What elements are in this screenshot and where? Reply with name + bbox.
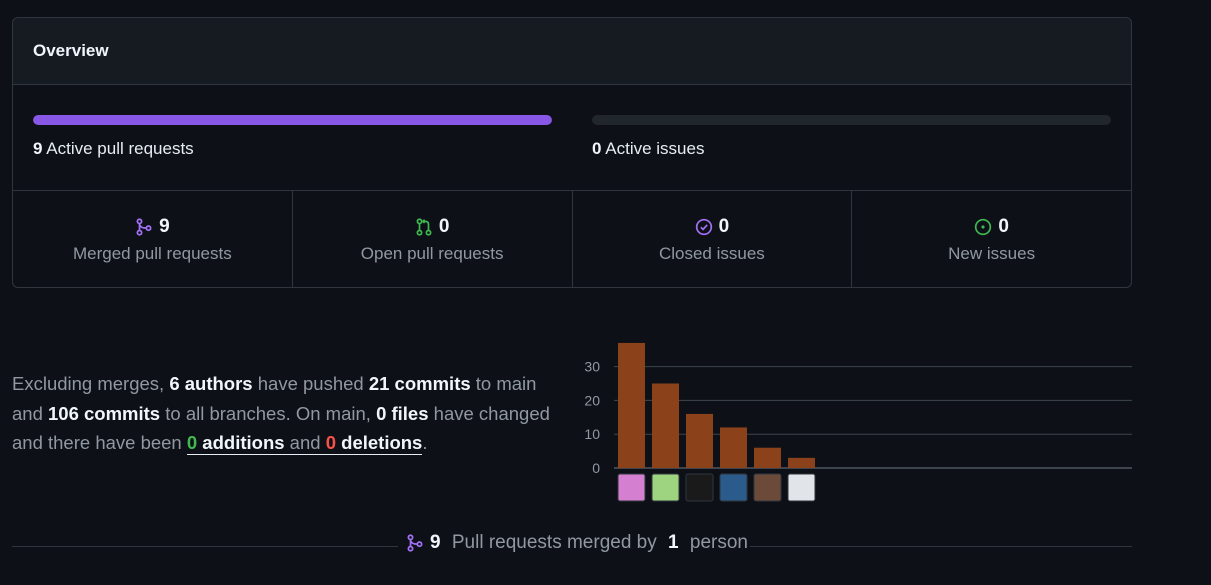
additions-deletions-link[interactable]: 0 additions and 0 deletions <box>186 432 423 455</box>
stat-new-issues[interactable]: 0 New issues <box>852 191 1131 287</box>
y-tick-label: 20 <box>584 392 600 408</box>
pull-requests-bar-fill <box>33 115 552 125</box>
summary-text-3: to main and <box>12 373 537 424</box>
active-issues-count: 0 <box>592 139 602 158</box>
y-tick-label: 10 <box>584 426 600 442</box>
bar-author-4[interactable] <box>720 427 747 468</box>
active-issues[interactable]: 0 Active issues <box>592 115 1111 190</box>
merged-caption-text-2: person <box>684 532 748 553</box>
merged-caption-text-1: Pull requests merged by <box>446 532 663 553</box>
open-pull-requests-value: 0 <box>438 215 450 237</box>
deletions-word: deletions <box>336 432 423 453</box>
commits-by-author-chart: 0 10 20 30 <box>584 342 1132 502</box>
additions-word: additions <box>197 432 285 453</box>
summary-text-2: have pushed <box>252 373 369 394</box>
active-pull-requests-count: 9 <box>33 139 43 158</box>
progress-row: 9 Active pull requests 0 Active issues <box>13 85 1131 191</box>
bar-author-1[interactable] <box>618 342 645 468</box>
commit-summary: Excluding merges, 6 authors have pushed … <box>12 369 567 458</box>
stat-merged-pull-requests[interactable]: 9 Merged pull requests <box>13 191 293 287</box>
divider-left <box>12 546 398 547</box>
merged-people-count: 1 <box>668 532 679 553</box>
merged-caption: 9 Pull requests merged by 1 person <box>404 530 750 556</box>
additions-count: 0 <box>186 432 198 453</box>
overview-header: Overview <box>13 18 1131 85</box>
avatar[interactable] <box>719 473 748 502</box>
deletions-count: 0 <box>325 432 336 453</box>
issue-closed-icon <box>695 218 712 235</box>
closed-issues-label: Closed issues <box>658 243 765 263</box>
y-tick-label: 30 <box>584 359 600 375</box>
commits-all-count: 106 commits <box>48 402 161 424</box>
active-pull-requests[interactable]: 9 Active pull requests <box>33 115 552 190</box>
summary-text-4: to all branches. On main, <box>160 402 377 424</box>
merged-count: 9 <box>430 532 441 553</box>
overview-box: Overview 9 Active pull requests 0 Active… <box>12 17 1132 288</box>
git-merge-icon <box>136 217 152 236</box>
new-issues-value: 0 <box>998 215 1009 237</box>
bar-author-2[interactable] <box>652 383 679 469</box>
files-count: 0 files <box>376 402 429 424</box>
avatar[interactable] <box>685 473 714 502</box>
open-pull-requests-label: Open pull requests <box>360 243 504 263</box>
summary-text-1: Excluding merges, <box>12 373 170 394</box>
commits-main-count: 21 commits <box>368 373 471 394</box>
bar-author-5[interactable] <box>754 447 781 468</box>
issue-opened-icon <box>975 218 992 235</box>
authors-count: 6 authors <box>169 373 253 394</box>
divider-right <box>746 546 1132 547</box>
active-issues-text: Active issues <box>605 139 705 158</box>
avatar[interactable] <box>787 473 816 502</box>
bar-author-3[interactable] <box>686 413 713 468</box>
issues-bar <box>592 115 1111 125</box>
avatar[interactable] <box>651 473 680 502</box>
y-tick-label: 0 <box>592 460 600 476</box>
bar-author-6[interactable] <box>788 457 815 468</box>
stat-closed-issues[interactable]: 0 Closed issues <box>573 191 853 287</box>
pull-requests-bar <box>33 115 552 125</box>
avatar[interactable] <box>617 473 646 502</box>
git-pull-request-icon <box>416 217 432 236</box>
avatar[interactable] <box>753 473 782 502</box>
closed-issues-value: 0 <box>718 215 730 237</box>
summary-text-7: . <box>422 432 428 453</box>
stat-open-pull-requests[interactable]: 0 Open pull requests <box>293 191 573 287</box>
merged-pull-requests-label: Merged pull requests <box>72 243 232 263</box>
active-pull-requests-label: 9 Active pull requests <box>33 139 552 159</box>
new-issues-label: New issues <box>948 243 1036 263</box>
active-issues-label: 0 Active issues <box>592 139 1111 159</box>
summary-text-5: have changed and there have been <box>12 402 550 454</box>
active-pull-requests-text: Active pull requests <box>46 139 194 158</box>
summary-text-6: and <box>284 432 326 453</box>
overview-title: Overview <box>33 41 109 60</box>
git-merge-icon <box>407 534 423 552</box>
stats-row: 9 Merged pull requests 0 Open pull reque… <box>13 191 1131 287</box>
merged-pull-requests-value: 9 <box>159 215 170 237</box>
